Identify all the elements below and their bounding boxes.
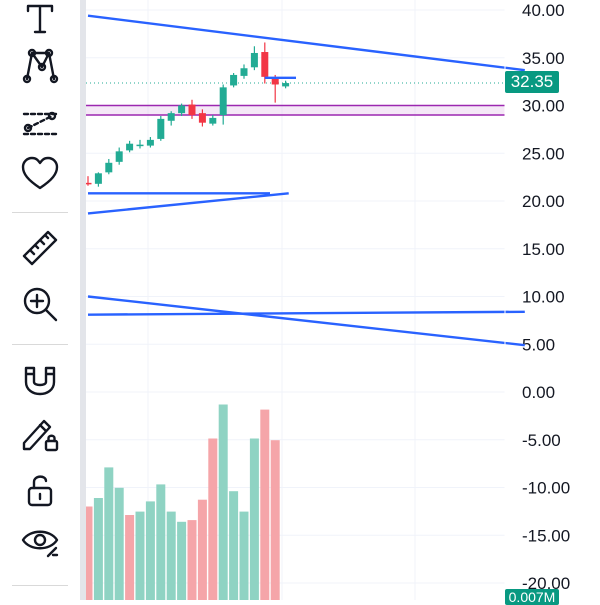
- candle-body: [219, 87, 227, 116]
- lock-drawing-tool[interactable]: [12, 411, 68, 459]
- pattern-tool[interactable]: [12, 43, 68, 91]
- favorites-tool[interactable]: [12, 152, 68, 200]
- magnet-icon: [20, 360, 60, 405]
- price-axis-label: 10.00: [522, 288, 565, 307]
- candle-body: [86, 182, 92, 185]
- text-tool[interactable]: [12, 0, 68, 48]
- candle-body: [282, 83, 290, 87]
- candle-body: [136, 144, 144, 147]
- volume-bar: [187, 520, 197, 600]
- candle-body: [146, 139, 154, 146]
- volume-bar: [93, 498, 103, 600]
- trend-line: [87, 192, 289, 215]
- candle-body: [230, 74, 238, 86]
- volume-bar: [86, 506, 93, 600]
- price-axis-label: 0.00: [522, 383, 555, 402]
- price-axis-label: 35.00: [522, 49, 565, 68]
- volume-bar: [145, 501, 155, 600]
- hide-tool[interactable]: [12, 520, 68, 568]
- pencil-lock-icon: [20, 413, 60, 458]
- trend-line: [87, 14, 525, 72]
- volume-bar: [104, 467, 114, 600]
- ruler-icon: [20, 228, 60, 273]
- zoom-tool[interactable]: [12, 282, 68, 330]
- volume-badge: 0.007M: [505, 589, 559, 605]
- price-axis-label: -10.00: [522, 479, 570, 498]
- candle-body: [178, 105, 186, 114]
- price-axis-label: 25.00: [522, 144, 565, 163]
- eye-icon: [20, 522, 60, 567]
- price-axis-label: 20.00: [522, 192, 565, 211]
- candle-body: [250, 52, 258, 68]
- volume-bar: [218, 404, 228, 600]
- volume-bar: [260, 409, 270, 600]
- toolbar-divider: [80, 0, 86, 600]
- lock-all-tool[interactable]: [12, 468, 68, 516]
- heart-icon: [20, 154, 60, 199]
- volume-bar: [249, 438, 259, 600]
- price-axis-label: -20.00: [522, 574, 570, 593]
- zoom-in-icon: [20, 284, 60, 329]
- candle-body: [126, 143, 134, 151]
- trend-line: [87, 310, 525, 316]
- toolbar-separator: [12, 585, 68, 586]
- price-axis-label: -15.00: [522, 526, 570, 545]
- price-axis-label: 5.00: [522, 335, 555, 354]
- unlock-icon: [20, 470, 60, 515]
- volume-bar: [166, 511, 176, 600]
- candle-body: [105, 162, 113, 173]
- candle-body: [209, 117, 217, 124]
- toolbar-separator: [12, 212, 68, 213]
- candle-body: [94, 173, 102, 184]
- candle-body: [271, 78, 279, 85]
- volume-bar: [135, 511, 145, 600]
- drawing-toolbar: [0, 0, 80, 600]
- toolbar-separator: [12, 344, 68, 345]
- price-axis-label: -5.00: [522, 431, 561, 450]
- candle-body: [188, 104, 196, 116]
- candle-body: [167, 113, 175, 121]
- last-price-badge: 32.35: [505, 71, 559, 93]
- price-chart[interactable]: 40.00 35.00 30.00 25.00 20.00 15.00 10.00 5.00 0…: [86, 0, 600, 600]
- prediction-tool[interactable]: [12, 100, 68, 148]
- measure-tool[interactable]: [12, 226, 68, 274]
- candle-body: [157, 118, 165, 139]
- candle-body: [261, 52, 269, 77]
- volume-bar: [125, 515, 135, 600]
- volume-bar: [239, 511, 249, 600]
- trend-line: [87, 295, 525, 347]
- volume-bar: [177, 521, 187, 600]
- prediction-icon: [20, 102, 60, 147]
- candle-body: [198, 113, 206, 123]
- volume-bar: [208, 438, 218, 600]
- candle-body: [115, 151, 123, 162]
- candle-body: [240, 68, 248, 76]
- volume-bar: [270, 440, 280, 600]
- volume-bar: [197, 499, 207, 600]
- magnet-tool[interactable]: [12, 358, 68, 406]
- price-axis-label: 40.00: [522, 1, 565, 20]
- volume-bar: [156, 484, 166, 600]
- pattern-icon: [20, 45, 60, 90]
- volume-bar: [114, 487, 124, 600]
- price-axis-label: 15.00: [522, 240, 565, 259]
- volume-bar: [229, 491, 239, 600]
- price-axis-label: 30.00: [522, 97, 565, 116]
- price-zone: [86, 105, 505, 116]
- text-icon: [20, 2, 60, 47]
